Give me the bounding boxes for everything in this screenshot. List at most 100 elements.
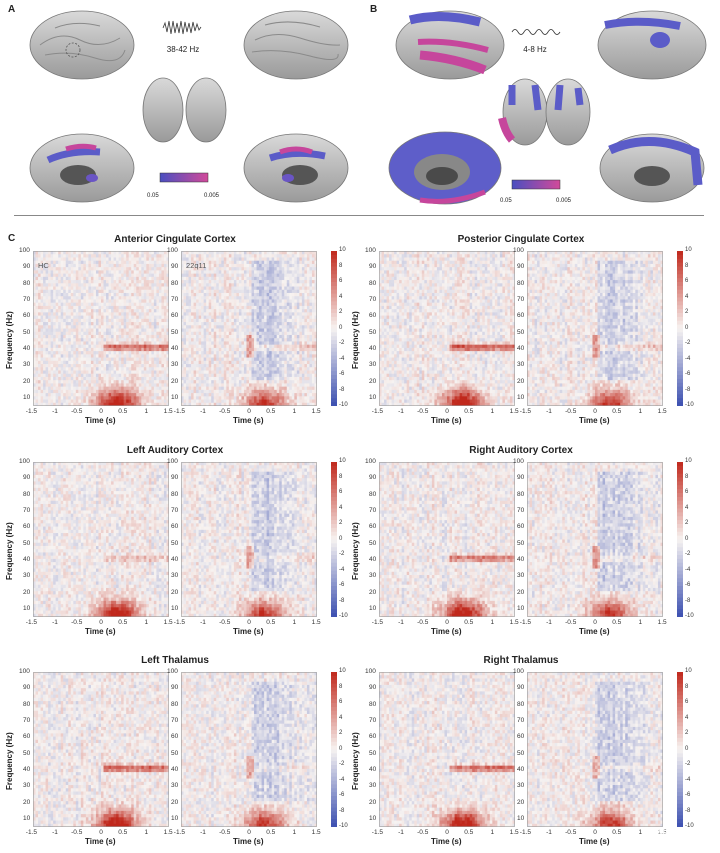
heatmap-cell xyxy=(206,402,210,406)
heatmap-cell xyxy=(276,286,280,291)
heatmap-cell xyxy=(101,263,104,268)
heatmap-cell xyxy=(196,322,200,326)
heatmap-cell xyxy=(241,260,245,265)
heatmap-cell xyxy=(65,267,69,271)
heatmap-cell xyxy=(98,351,102,355)
heatmap-cell xyxy=(45,399,49,404)
heatmap-cell xyxy=(291,280,295,284)
heatmap-cell xyxy=(148,322,152,326)
heatmap-cell xyxy=(85,305,89,310)
heatmap-cell xyxy=(113,338,117,342)
heatmap-cell xyxy=(269,364,273,368)
heatmap-cell xyxy=(95,328,99,333)
heatmap-cell xyxy=(213,312,217,316)
heatmap-cell xyxy=(60,299,64,304)
heatmap-cell xyxy=(213,251,217,255)
heatmap-cell xyxy=(203,263,207,268)
heatmap-cell xyxy=(226,260,230,265)
heatmap-cell xyxy=(118,296,122,300)
heatmap-cell xyxy=(90,376,94,381)
heatmap-cell xyxy=(83,299,87,304)
heatmap-cell xyxy=(188,389,192,394)
heatmap-cell xyxy=(266,334,270,339)
heatmap-cell xyxy=(284,263,288,268)
heatmap-cell xyxy=(78,267,82,271)
heatmap-cell xyxy=(236,344,240,349)
heatmap-cell xyxy=(264,286,268,291)
heatmap-cell xyxy=(98,305,102,310)
heatmap-cell xyxy=(246,399,250,404)
heatmap-cell xyxy=(151,399,155,404)
heatmap-cell xyxy=(50,302,54,307)
heatmap-cell xyxy=(45,386,49,391)
heatmap-cell xyxy=(241,312,245,316)
heatmap-cell xyxy=(50,263,54,268)
heatmap-cell xyxy=(216,373,220,378)
heatmap-cell xyxy=(95,296,99,300)
heatmap-cell xyxy=(238,273,242,278)
heatmap-cell xyxy=(141,309,145,313)
heatmap-cell xyxy=(228,309,232,313)
heatmap-cell xyxy=(218,263,222,268)
heatmap-cell xyxy=(296,351,300,355)
heatmap-cell xyxy=(271,292,275,297)
heatmap-cell xyxy=(226,351,230,355)
heatmap-cell xyxy=(88,373,92,378)
heatmap-cell xyxy=(289,373,293,378)
heatmap-cell xyxy=(291,309,295,313)
heatmap-cell xyxy=(65,331,69,336)
heatmap-cell xyxy=(233,254,237,258)
heatmap-cell xyxy=(103,322,107,326)
heatmap-cell xyxy=(233,367,237,371)
heatmap-cell xyxy=(70,380,74,384)
heatmap-cell xyxy=(101,376,104,381)
heatmap-cell xyxy=(264,280,268,284)
heatmap-cell xyxy=(90,318,94,323)
heatmap-cell xyxy=(158,344,162,349)
heatmap-cell xyxy=(158,402,162,406)
heatmap-cell xyxy=(85,389,89,394)
heatmap-cell xyxy=(188,347,192,352)
heatmap-cell xyxy=(60,389,64,394)
heatmap-cell xyxy=(198,309,202,313)
heatmap-cell xyxy=(296,257,300,262)
heatmap-cell xyxy=(271,263,275,268)
heatmap-cell xyxy=(63,331,67,336)
heatmap-cell xyxy=(73,273,77,278)
heatmap-cell xyxy=(206,254,210,258)
heatmap-cell xyxy=(111,257,114,262)
heatmap-cell xyxy=(121,325,125,329)
heatmap-cell xyxy=(279,328,283,333)
heatmap-cell xyxy=(286,257,290,262)
heatmap-cell xyxy=(196,383,200,388)
freq-label-a: 38-42 Hz xyxy=(148,45,218,54)
heatmap-cell xyxy=(33,280,36,284)
heatmap-cell xyxy=(281,325,285,329)
heatmap-cell xyxy=(198,396,202,400)
heatmap-cell xyxy=(193,257,197,262)
heatmap-cell xyxy=(206,383,210,388)
heatmap-cell xyxy=(233,354,237,358)
heatmap-cell xyxy=(284,315,288,320)
heatmap-cell xyxy=(211,351,215,355)
heatmap-cell xyxy=(291,325,295,329)
heatmap-cell xyxy=(111,299,114,304)
heatmap-cell xyxy=(38,341,41,346)
heatmap-cell xyxy=(163,386,167,391)
heatmap-cell xyxy=(299,331,303,336)
heatmap-cell xyxy=(80,296,84,300)
heatmap-cell xyxy=(233,296,237,300)
heatmap-cell xyxy=(75,373,79,378)
heatmap-cell xyxy=(156,364,160,368)
heatmap-cell xyxy=(68,383,72,388)
heatmap-cell xyxy=(251,331,255,336)
heatmap-cell xyxy=(256,267,260,271)
heatmap-cell xyxy=(231,344,235,349)
heatmap-cell xyxy=(211,354,215,358)
heatmap-cell xyxy=(243,322,247,326)
heatmap-cell xyxy=(111,351,114,355)
heatmap-cell xyxy=(266,299,270,304)
heatmap-cell xyxy=(256,328,260,333)
heatmap-cell xyxy=(138,309,142,313)
heatmap-cell xyxy=(233,322,237,326)
